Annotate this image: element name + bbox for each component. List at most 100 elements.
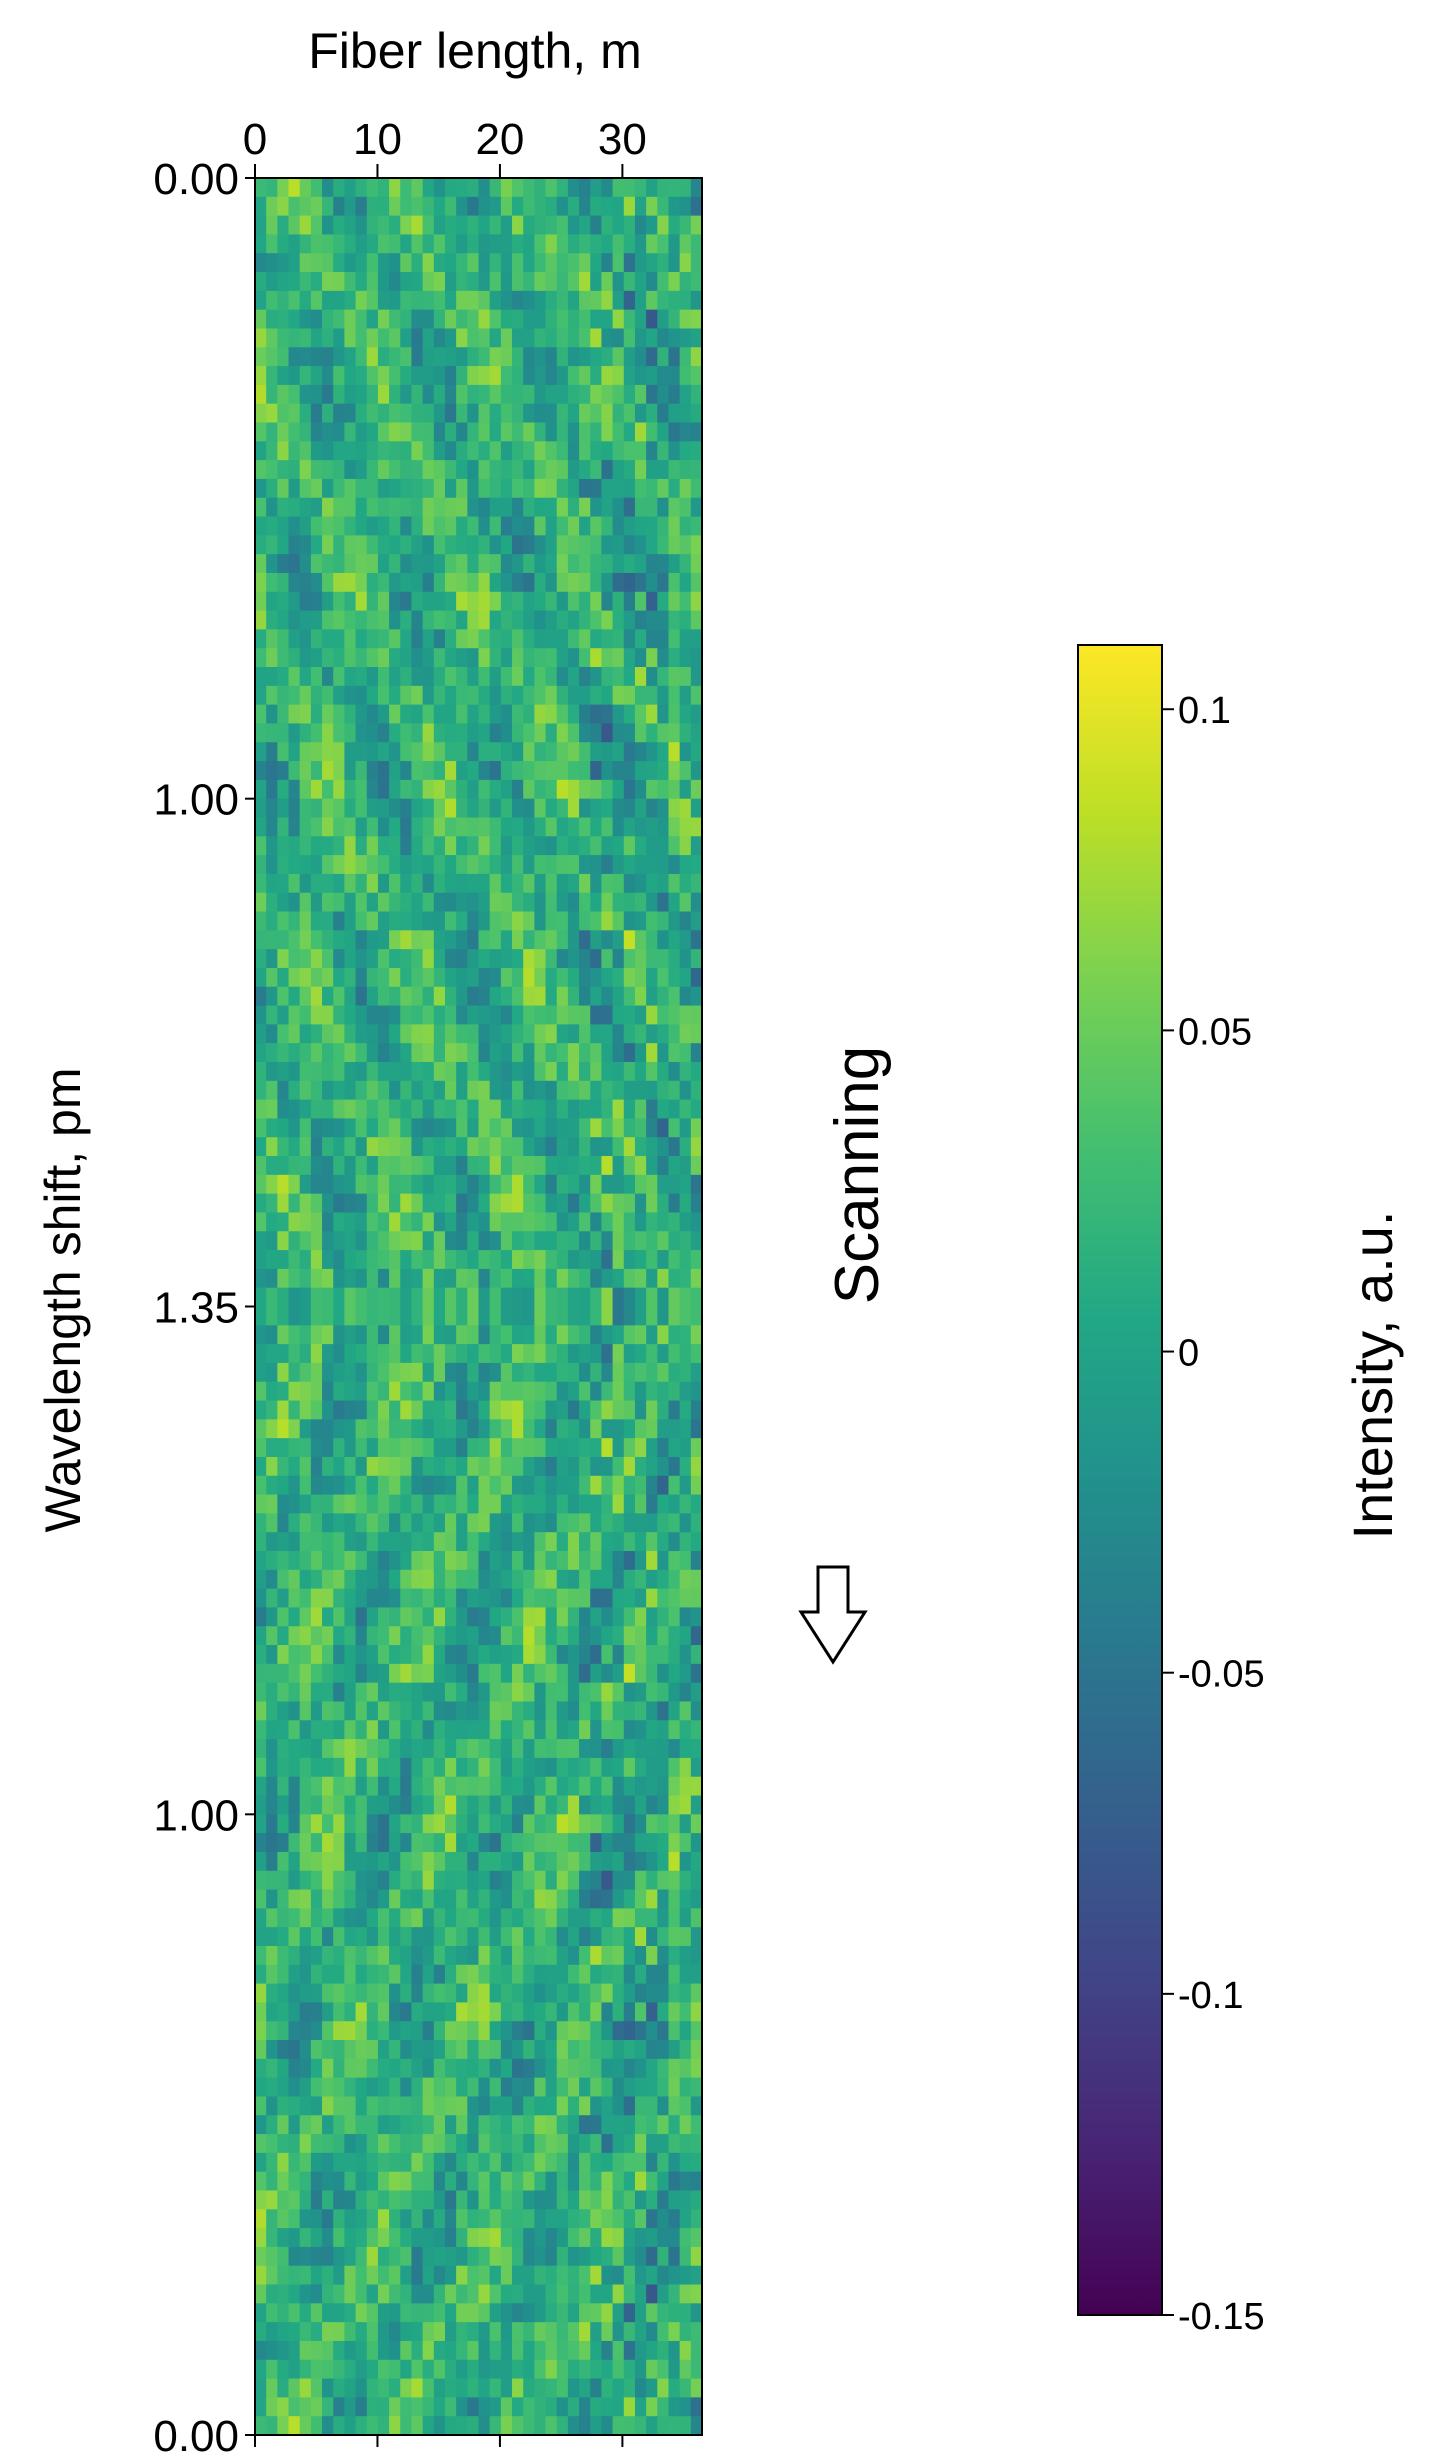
heatmap-cell bbox=[310, 1456, 323, 1477]
heatmap-cell bbox=[623, 1776, 636, 1797]
heatmap-cell bbox=[646, 1362, 658, 1383]
heatmap-cell bbox=[333, 873, 346, 894]
heatmap-cell bbox=[556, 1268, 569, 1289]
heatmap-cell bbox=[612, 2359, 625, 2380]
heatmap-cell bbox=[266, 591, 278, 612]
heatmap-cell bbox=[545, 1438, 558, 1458]
heatmap-cell bbox=[377, 215, 390, 236]
heatmap-cell bbox=[310, 309, 323, 330]
heatmap-cell bbox=[422, 1513, 435, 1533]
heatmap-cell bbox=[266, 685, 278, 706]
heatmap-cell bbox=[657, 1607, 670, 1627]
heatmap-cell bbox=[389, 196, 401, 217]
heatmap-cell bbox=[545, 2340, 558, 2361]
heatmap-cell bbox=[634, 1532, 647, 1552]
heatmap-cell bbox=[400, 1682, 413, 1703]
heatmap-cell bbox=[288, 967, 301, 988]
heatmap-cell bbox=[601, 328, 614, 348]
heatmap-cell bbox=[668, 2228, 681, 2248]
heatmap-cell bbox=[310, 1193, 323, 1214]
heatmap-cell bbox=[322, 2021, 334, 2041]
heatmap-cell bbox=[567, 366, 580, 386]
heatmap-cell bbox=[400, 478, 413, 499]
heatmap-cell bbox=[355, 1532, 368, 1552]
heatmap-cell bbox=[422, 422, 435, 442]
heatmap-cell bbox=[512, 1156, 524, 1176]
heatmap-cell bbox=[444, 2359, 457, 2380]
heatmap-cell bbox=[467, 478, 480, 499]
heatmap-cell bbox=[478, 2322, 491, 2342]
heatmap-cell bbox=[422, 1945, 435, 1966]
heatmap-cell bbox=[288, 309, 301, 330]
heatmap-cell bbox=[266, 1494, 278, 1514]
heatmap-cell bbox=[601, 1061, 614, 1082]
heatmap-cell bbox=[366, 1118, 379, 1138]
heatmap-cell bbox=[679, 1438, 692, 1458]
heatmap-cell bbox=[310, 1381, 323, 1402]
heatmap-cell bbox=[489, 1381, 502, 1402]
heatmap-cell bbox=[366, 1964, 379, 1985]
heatmap-cell bbox=[634, 1061, 647, 1082]
heatmap-cell bbox=[612, 1344, 625, 1364]
heatmap-cell bbox=[456, 2152, 468, 2173]
heatmap-cell bbox=[489, 1964, 502, 1985]
heatmap-cell bbox=[433, 742, 446, 762]
heatmap-cell bbox=[310, 1569, 323, 1590]
heatmap-cell bbox=[288, 1889, 301, 1909]
heatmap-cell bbox=[556, 2378, 569, 2398]
heatmap-cell bbox=[377, 723, 390, 743]
heatmap-cell bbox=[333, 1645, 346, 1665]
heatmap-cell bbox=[456, 1287, 468, 1308]
heatmap-cell bbox=[579, 855, 591, 875]
heatmap-cell bbox=[333, 1532, 346, 1552]
heatmap-cell bbox=[377, 1381, 390, 1402]
heatmap-cell bbox=[668, 2096, 681, 2116]
heatmap-cell bbox=[590, 1833, 603, 1853]
heatmap-cell bbox=[344, 178, 357, 198]
heatmap-cell bbox=[377, 1645, 390, 1665]
heatmap-cell bbox=[355, 1306, 368, 1326]
heatmap-cell bbox=[623, 2397, 636, 2417]
heatmap-cell bbox=[623, 328, 636, 348]
heatmap-cell bbox=[489, 2171, 502, 2192]
heatmap-cell bbox=[623, 347, 636, 367]
heatmap-cell bbox=[500, 911, 513, 931]
heatmap-cell bbox=[545, 1362, 558, 1383]
heatmap-cell bbox=[523, 572, 535, 593]
heatmap-cell bbox=[389, 685, 401, 706]
heatmap-cell bbox=[411, 1156, 424, 1176]
heatmap-cell bbox=[556, 892, 569, 913]
heatmap-cell bbox=[579, 422, 591, 442]
heatmap-cell bbox=[500, 347, 513, 367]
heatmap-cell bbox=[400, 460, 413, 480]
heatmap-cell bbox=[255, 2021, 267, 2041]
heatmap-cell bbox=[690, 1193, 703, 1214]
heatmap-cell bbox=[411, 1400, 424, 1420]
heatmap-cell bbox=[411, 1193, 424, 1214]
heatmap-cell bbox=[612, 836, 625, 856]
heatmap-cell bbox=[444, 1870, 457, 1891]
heatmap-cell bbox=[500, 253, 513, 273]
heatmap-cell bbox=[690, 1494, 703, 1514]
heatmap-cell bbox=[545, 441, 558, 461]
heatmap-cell bbox=[489, 2115, 502, 2135]
heatmap-cell bbox=[534, 1607, 547, 1627]
heatmap-cell bbox=[567, 1325, 580, 1345]
heatmap-cell bbox=[478, 384, 491, 405]
heatmap-cell bbox=[277, 1024, 290, 1044]
heatmap-cell bbox=[467, 1532, 480, 1552]
heatmap-cell bbox=[422, 2340, 435, 2361]
heatmap-cell bbox=[489, 949, 502, 969]
heatmap-cell bbox=[579, 1344, 591, 1364]
heatmap-cell bbox=[266, 1833, 278, 1853]
heatmap-cell bbox=[534, 2303, 547, 2323]
heatmap-cell bbox=[377, 1137, 390, 1157]
heatmap-cell bbox=[534, 1645, 547, 1665]
heatmap-cell bbox=[422, 2021, 435, 2041]
heatmap-cell bbox=[623, 1024, 636, 1044]
heatmap-cell bbox=[344, 949, 357, 969]
heatmap-cell bbox=[310, 591, 323, 612]
heatmap-cell bbox=[668, 930, 681, 950]
heatmap-cell bbox=[333, 1494, 346, 1514]
heatmap-cell bbox=[590, 779, 603, 800]
